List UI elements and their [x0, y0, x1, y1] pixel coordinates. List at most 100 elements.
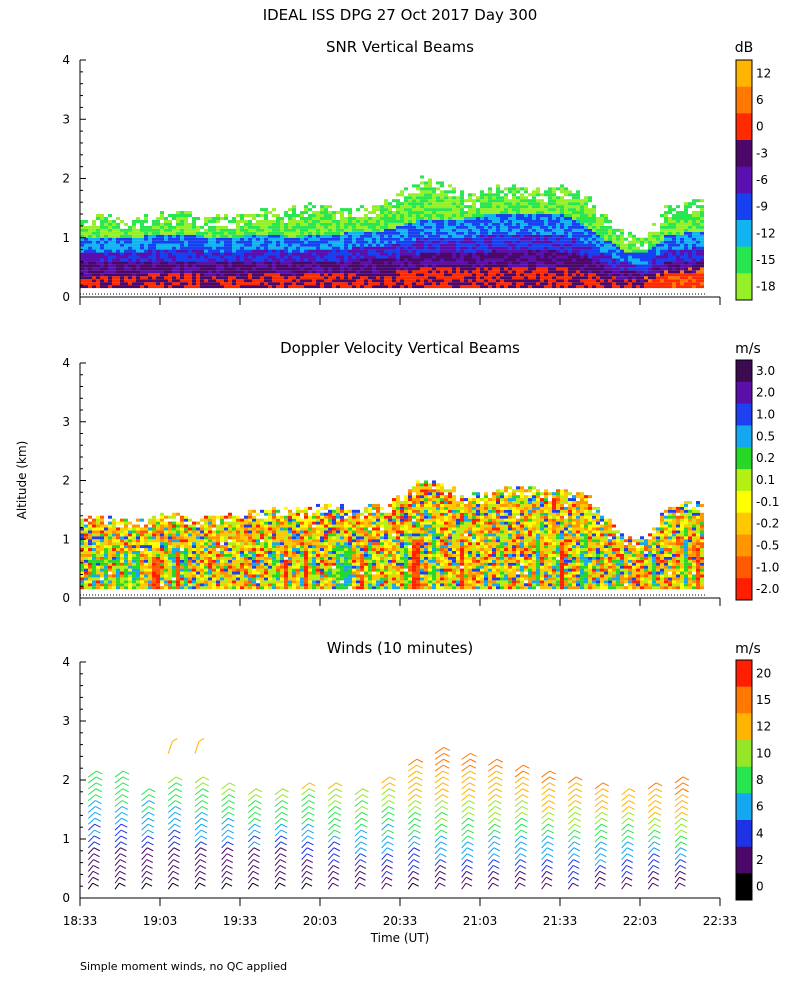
snr-cell [492, 214, 496, 218]
doppler-cell [208, 556, 212, 560]
snr-cell [588, 267, 592, 271]
snr-cell [476, 258, 480, 262]
snr-cell [244, 231, 248, 235]
snr-cell [180, 234, 184, 238]
snr-cell [428, 267, 432, 271]
snr-cell [172, 255, 176, 259]
snr-cell [628, 234, 632, 238]
snr-cell [380, 273, 384, 277]
doppler-cell [136, 565, 140, 569]
snr-cell [464, 234, 468, 238]
snr-cell [432, 255, 436, 259]
snr-cell [80, 258, 84, 262]
snr-cell [128, 285, 132, 289]
snr-cell [380, 231, 384, 235]
snr-cell [676, 270, 680, 274]
snr-cell [396, 228, 400, 232]
snr-cell [396, 205, 400, 209]
snr-cell [552, 205, 556, 209]
snr-cell [288, 246, 292, 250]
snr-cell [352, 276, 356, 280]
snr-cell [332, 279, 336, 283]
snr-cell [492, 202, 496, 206]
snr-cell [288, 234, 292, 238]
snr-cell [140, 219, 144, 223]
snr-cell [688, 249, 692, 253]
snr-cell [596, 270, 600, 274]
snr-cell [536, 190, 540, 194]
snr-cell [572, 214, 576, 218]
snr-cell [428, 222, 432, 226]
snr-cell [348, 228, 352, 232]
snr-cell [692, 216, 696, 220]
snr-cell [624, 255, 628, 259]
snr-cell [480, 243, 484, 247]
snr-cell [604, 249, 608, 253]
snr-cell [484, 237, 488, 241]
doppler-cell [112, 574, 116, 578]
snr-cell [644, 237, 648, 241]
snr-cell [360, 243, 364, 247]
snr-cell [696, 249, 700, 253]
snr-cell [204, 228, 208, 232]
doppler-cell [176, 550, 180, 554]
snr-cell [380, 285, 384, 289]
snr-cell [424, 243, 428, 247]
snr-cell [436, 243, 440, 247]
snr-cell [556, 285, 560, 289]
snr-cell [288, 276, 292, 280]
doppler-cell [164, 524, 168, 528]
snr-cell [624, 267, 628, 271]
snr-cell [140, 237, 144, 241]
snr-cell [192, 261, 196, 265]
snr-cell [688, 264, 692, 268]
doppler-cell [160, 539, 164, 543]
snr-cell [268, 234, 272, 238]
snr-cell [380, 225, 384, 229]
snr-cell [692, 285, 696, 289]
snr-cell [676, 234, 680, 238]
snr-cell [132, 237, 136, 241]
snr-cell [344, 208, 348, 212]
snr-cell [400, 270, 404, 274]
snr-cell [288, 285, 292, 289]
snr-cell [660, 234, 664, 238]
snr-cell [208, 261, 212, 265]
snr-cell [464, 214, 468, 218]
snr-cell [608, 228, 612, 232]
snr-cell [100, 276, 104, 280]
snr-cell [272, 249, 276, 253]
snr-cell [200, 267, 204, 271]
snr-cell [648, 267, 652, 271]
snr-cell [648, 231, 652, 235]
doppler-cell [132, 583, 136, 587]
doppler-panel-title: Doppler Velocity Vertical Beams [280, 339, 520, 357]
doppler-cell [156, 533, 160, 537]
snr-cell [636, 282, 640, 286]
snr-cell [492, 196, 496, 200]
snr-cell [428, 258, 432, 262]
snr-cell [464, 252, 468, 256]
snr-cell [456, 243, 460, 247]
snr-cell [204, 231, 208, 235]
snr-cell [552, 258, 556, 262]
snr-cell [328, 249, 332, 253]
snr-cell [144, 270, 148, 274]
snr-cell [180, 273, 184, 277]
snr-cell [552, 187, 556, 191]
snr-cell [420, 252, 424, 256]
snr-cell [320, 228, 324, 232]
snr-cell [628, 267, 632, 271]
snr-cell [184, 234, 188, 238]
snr-cell [440, 264, 444, 268]
snr-cell [520, 214, 524, 218]
snr-cell [572, 237, 576, 241]
snr-cell [544, 285, 548, 289]
doppler-cell [100, 530, 104, 534]
snr-cell [680, 225, 684, 229]
snr-cell [240, 270, 244, 274]
snr-cell [444, 252, 448, 256]
doppler-cell [116, 580, 120, 584]
doppler-cell [204, 524, 208, 528]
snr-cell [592, 225, 596, 229]
